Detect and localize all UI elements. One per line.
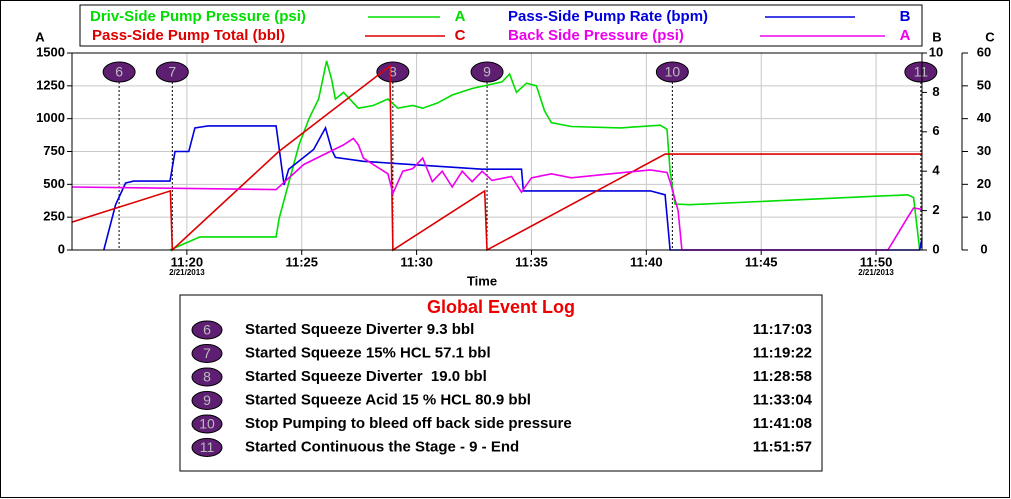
y3-tick-label: 20 <box>977 176 991 191</box>
y2-tick-label: 0 <box>932 241 939 256</box>
x-tick-label: 11:35 <box>515 254 548 269</box>
y-axis-title: A <box>35 29 45 44</box>
y3-tick-label: 30 <box>977 143 991 158</box>
event-log-title: Global Event Log <box>427 297 575 317</box>
event-log-time: 11:51:57 <box>753 438 812 455</box>
legend-label: Pass-Side Pump Total (bbl) <box>92 27 285 44</box>
y-tick-label: 1500 <box>36 44 65 59</box>
event-log-box <box>179 294 823 472</box>
event-marker <box>470 61 504 83</box>
event-log-id: 8 <box>203 369 211 385</box>
y2-tick-label: 10 <box>929 44 943 59</box>
series-line <box>72 64 922 252</box>
x-tick-label: 11:40 <box>630 254 663 269</box>
event-log-time: 11:41:08 <box>753 415 812 432</box>
legend-axis: A <box>900 27 911 44</box>
y2-tick-label: 8 <box>932 84 939 99</box>
event-marker-label: 6 <box>115 64 123 80</box>
event-log-text: Started Squeeze Diverter 9.3 bbl <box>245 321 474 338</box>
event-marker <box>655 61 689 83</box>
x-axis-title: Time <box>467 273 497 288</box>
y2-tick-label: 4 <box>932 163 940 178</box>
legend-axis: B <box>900 8 911 25</box>
y3-tick-label: 0 <box>980 241 987 256</box>
event-log-marker <box>191 414 223 434</box>
event-log-marker <box>191 320 223 340</box>
x-tick-label: 11:25 <box>285 254 318 269</box>
series-line <box>103 125 922 251</box>
event-log-time: 11:19:22 <box>753 344 812 361</box>
event-marker-label: 9 <box>483 64 491 80</box>
event-log-id: 7 <box>203 345 211 361</box>
legend-label: Driv-Side Pump Pressure (psi) <box>90 8 306 25</box>
x-tick-label: 11:50 <box>860 254 893 269</box>
y2-axis-title: B <box>932 29 941 44</box>
event-log-id: 6 <box>203 322 211 338</box>
y-tick-label: 500 <box>43 176 65 191</box>
x-tick-label: 11:45 <box>745 254 778 269</box>
y-tick-label: 750 <box>43 143 65 158</box>
y3-tick-label: 50 <box>977 77 991 92</box>
y2-tick-label: 2 <box>932 202 939 217</box>
legend-axis: A <box>455 8 466 25</box>
y3-tick-label: 10 <box>977 209 991 224</box>
event-marker <box>904 61 938 83</box>
event-log-text: Stop Pumping to bleed off back side pres… <box>245 415 572 432</box>
legend-box <box>79 4 923 47</box>
y-tick-label: 0 <box>58 241 65 256</box>
event-log-id: 9 <box>203 392 211 408</box>
y-tick-label: 250 <box>43 209 65 224</box>
event-log-text: Started Squeeze Diverter 19.0 bbl <box>245 368 487 385</box>
event-log-marker <box>191 438 223 457</box>
y3-tick-label: 40 <box>977 110 991 125</box>
x-date-label: 2/21/2013 <box>858 268 894 277</box>
event-log-time: 11:33:04 <box>753 391 813 408</box>
event-marker <box>376 61 410 83</box>
x-date-label: 2/21/2013 <box>169 268 205 277</box>
event-log-time: 11:17:03 <box>753 321 812 338</box>
event-log-marker <box>191 367 223 387</box>
series-line <box>169 60 921 251</box>
series-line <box>72 137 922 251</box>
event-log-marker <box>191 344 223 363</box>
y-tick-label: 1000 <box>36 110 65 125</box>
y3-axis-title: C <box>985 29 995 44</box>
plot-border <box>71 52 923 251</box>
event-marker-label: 10 <box>665 64 681 80</box>
legend-axis: C <box>455 27 466 44</box>
event-marker <box>155 61 189 83</box>
y3-tick-label: 60 <box>977 44 991 59</box>
legend-label: Back Side Pressure (psi) <box>508 27 684 44</box>
event-log-time: 11:28:58 <box>753 368 812 385</box>
y2-tick-label: 6 <box>932 123 939 138</box>
legend-label: Pass-Side Pump Rate (bpm) <box>508 8 708 25</box>
event-log-id: 11 <box>200 439 215 455</box>
event-log-text: Started Squeeze 15% HCL 57.1 bbl <box>245 344 491 361</box>
y-tick-label: 1250 <box>36 77 65 92</box>
x-tick-label: 11:20 <box>171 254 204 269</box>
event-marker <box>102 61 136 83</box>
event-log-text: Started Squeeze Acid 15 % HCL 80.9 bbl <box>245 391 531 408</box>
event-log-text: Started Continuous the Stage - 9 - End <box>245 438 519 455</box>
event-log-id: 10 <box>199 416 215 432</box>
event-log-marker <box>191 391 223 410</box>
event-marker-label: 8 <box>389 64 397 80</box>
x-tick-label: 11:30 <box>400 254 433 269</box>
event-marker-label: 7 <box>168 64 176 80</box>
event-marker-label: 11 <box>914 64 929 80</box>
